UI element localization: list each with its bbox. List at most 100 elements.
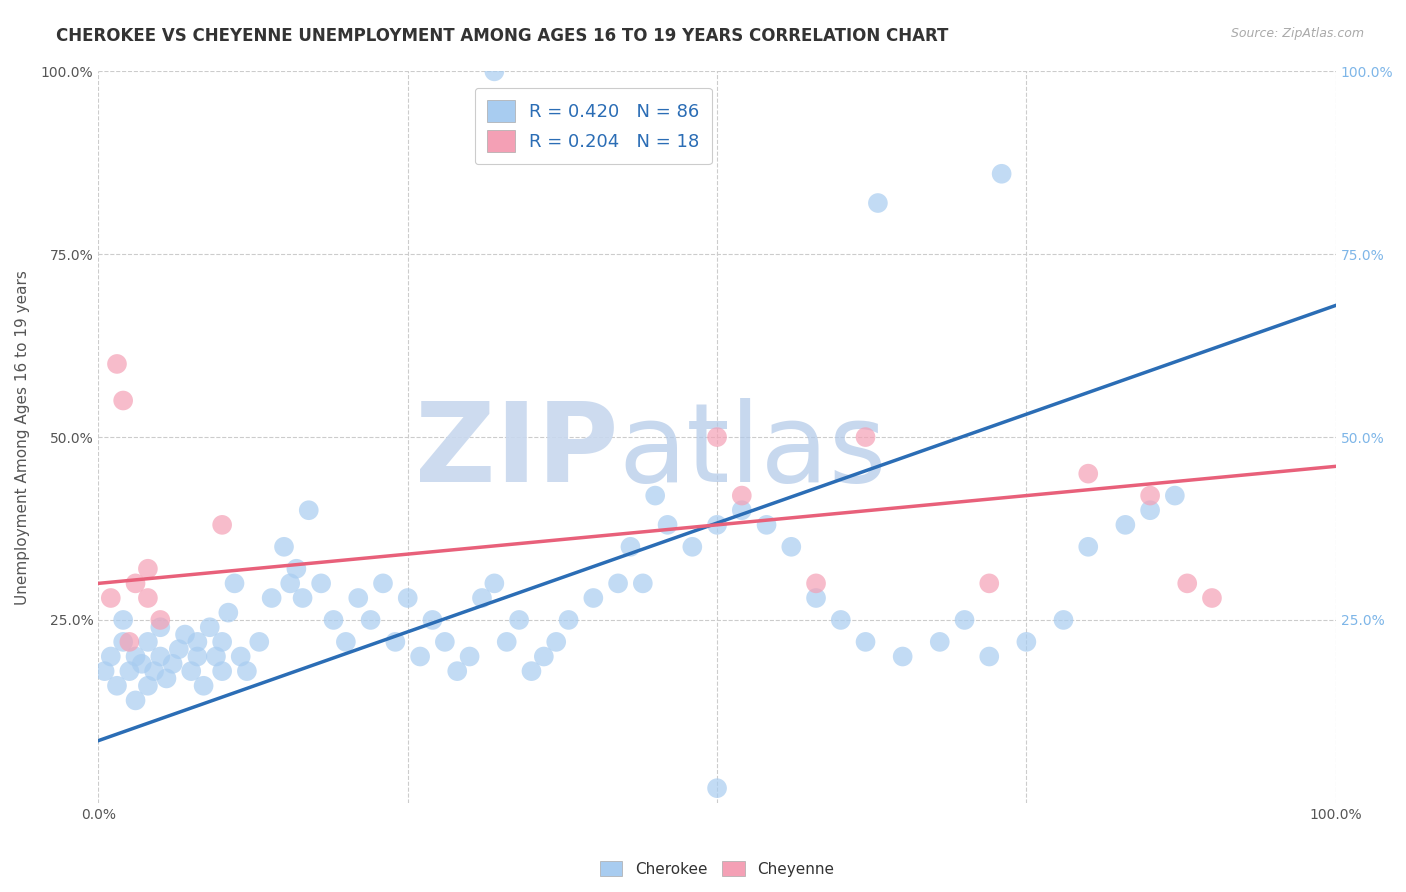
Point [657,517,679,532]
Point [990,167,1012,181]
Text: CHEROKEE VS CHEYENNE UNEMPLOYMENT AMONG AGES 16 TO 19 YEARS CORRELATION CHART: CHEROKEE VS CHEYENNE UNEMPLOYMENT AMONG … [56,27,949,45]
Point [309,576,332,591]
Point [236,664,259,678]
Point [1164,489,1187,503]
Point [298,503,321,517]
Point [830,613,852,627]
Point [1114,517,1136,532]
Point [979,649,1001,664]
Point [247,635,270,649]
Point [495,635,517,649]
Point [1201,591,1223,605]
Point [520,664,543,678]
Point [484,576,506,591]
Point [136,562,159,576]
Point [546,635,568,649]
Point [136,591,159,605]
Point [335,635,357,649]
Point [211,664,233,678]
Point [1077,467,1099,481]
Point [1139,503,1161,517]
Point [557,613,579,627]
Point [533,649,555,664]
Point [384,635,406,649]
Point [731,503,754,517]
Point [804,576,827,591]
Point [100,591,122,605]
Point [124,693,146,707]
Point [484,64,506,78]
Point [131,657,153,671]
Point [155,672,177,686]
Point [855,635,877,649]
Text: Source: ZipAtlas.com: Source: ZipAtlas.com [1230,27,1364,40]
Point [112,393,135,408]
Point [118,664,141,678]
Point [706,781,728,796]
Legend: R = 0.420   N = 86, R = 0.204   N = 18: R = 0.420 N = 86, R = 0.204 N = 18 [475,87,711,164]
Point [755,517,778,532]
Point [582,591,605,605]
Point [229,649,252,664]
Point [224,576,246,591]
Point [162,657,184,671]
Point [93,664,115,678]
Point [433,635,456,649]
Point [928,635,950,649]
Point [285,562,308,576]
Point [458,649,481,664]
Point [112,613,135,627]
Point [149,613,172,627]
Point [136,635,159,649]
Point [149,620,172,634]
Point [706,430,728,444]
Point [180,664,202,678]
Point [891,649,914,664]
Point [260,591,283,605]
Point [471,591,494,605]
Point [1077,540,1099,554]
Point [174,627,197,641]
Point [124,576,146,591]
Point [198,620,221,634]
Point [371,576,394,591]
Point [681,540,703,554]
Point [112,635,135,649]
Point [804,591,827,605]
Text: ZIP: ZIP [415,398,619,505]
Point [619,540,641,554]
Point [186,649,208,664]
Point [360,613,382,627]
Point [211,635,233,649]
Point [706,517,728,532]
Point [143,664,166,678]
Point [607,576,630,591]
Point [731,489,754,503]
Point [118,635,141,649]
Point [508,613,530,627]
Point [780,540,803,554]
Point [167,642,190,657]
Point [105,357,128,371]
Point [855,430,877,444]
Point [347,591,370,605]
Point [322,613,344,627]
Point [186,635,208,649]
Y-axis label: Unemployment Among Ages 16 to 19 years: Unemployment Among Ages 16 to 19 years [15,269,30,605]
Point [1139,489,1161,503]
Point [631,576,654,591]
Point [149,649,172,664]
Point [1175,576,1198,591]
Point [273,540,295,554]
Point [205,649,228,664]
Point [193,679,215,693]
Point [446,664,468,678]
Point [124,649,146,664]
Point [409,649,432,664]
Point [396,591,419,605]
Point [1052,613,1074,627]
Point [211,517,233,532]
Text: atlas: atlas [619,398,887,505]
Point [100,649,122,664]
Point [979,576,1001,591]
